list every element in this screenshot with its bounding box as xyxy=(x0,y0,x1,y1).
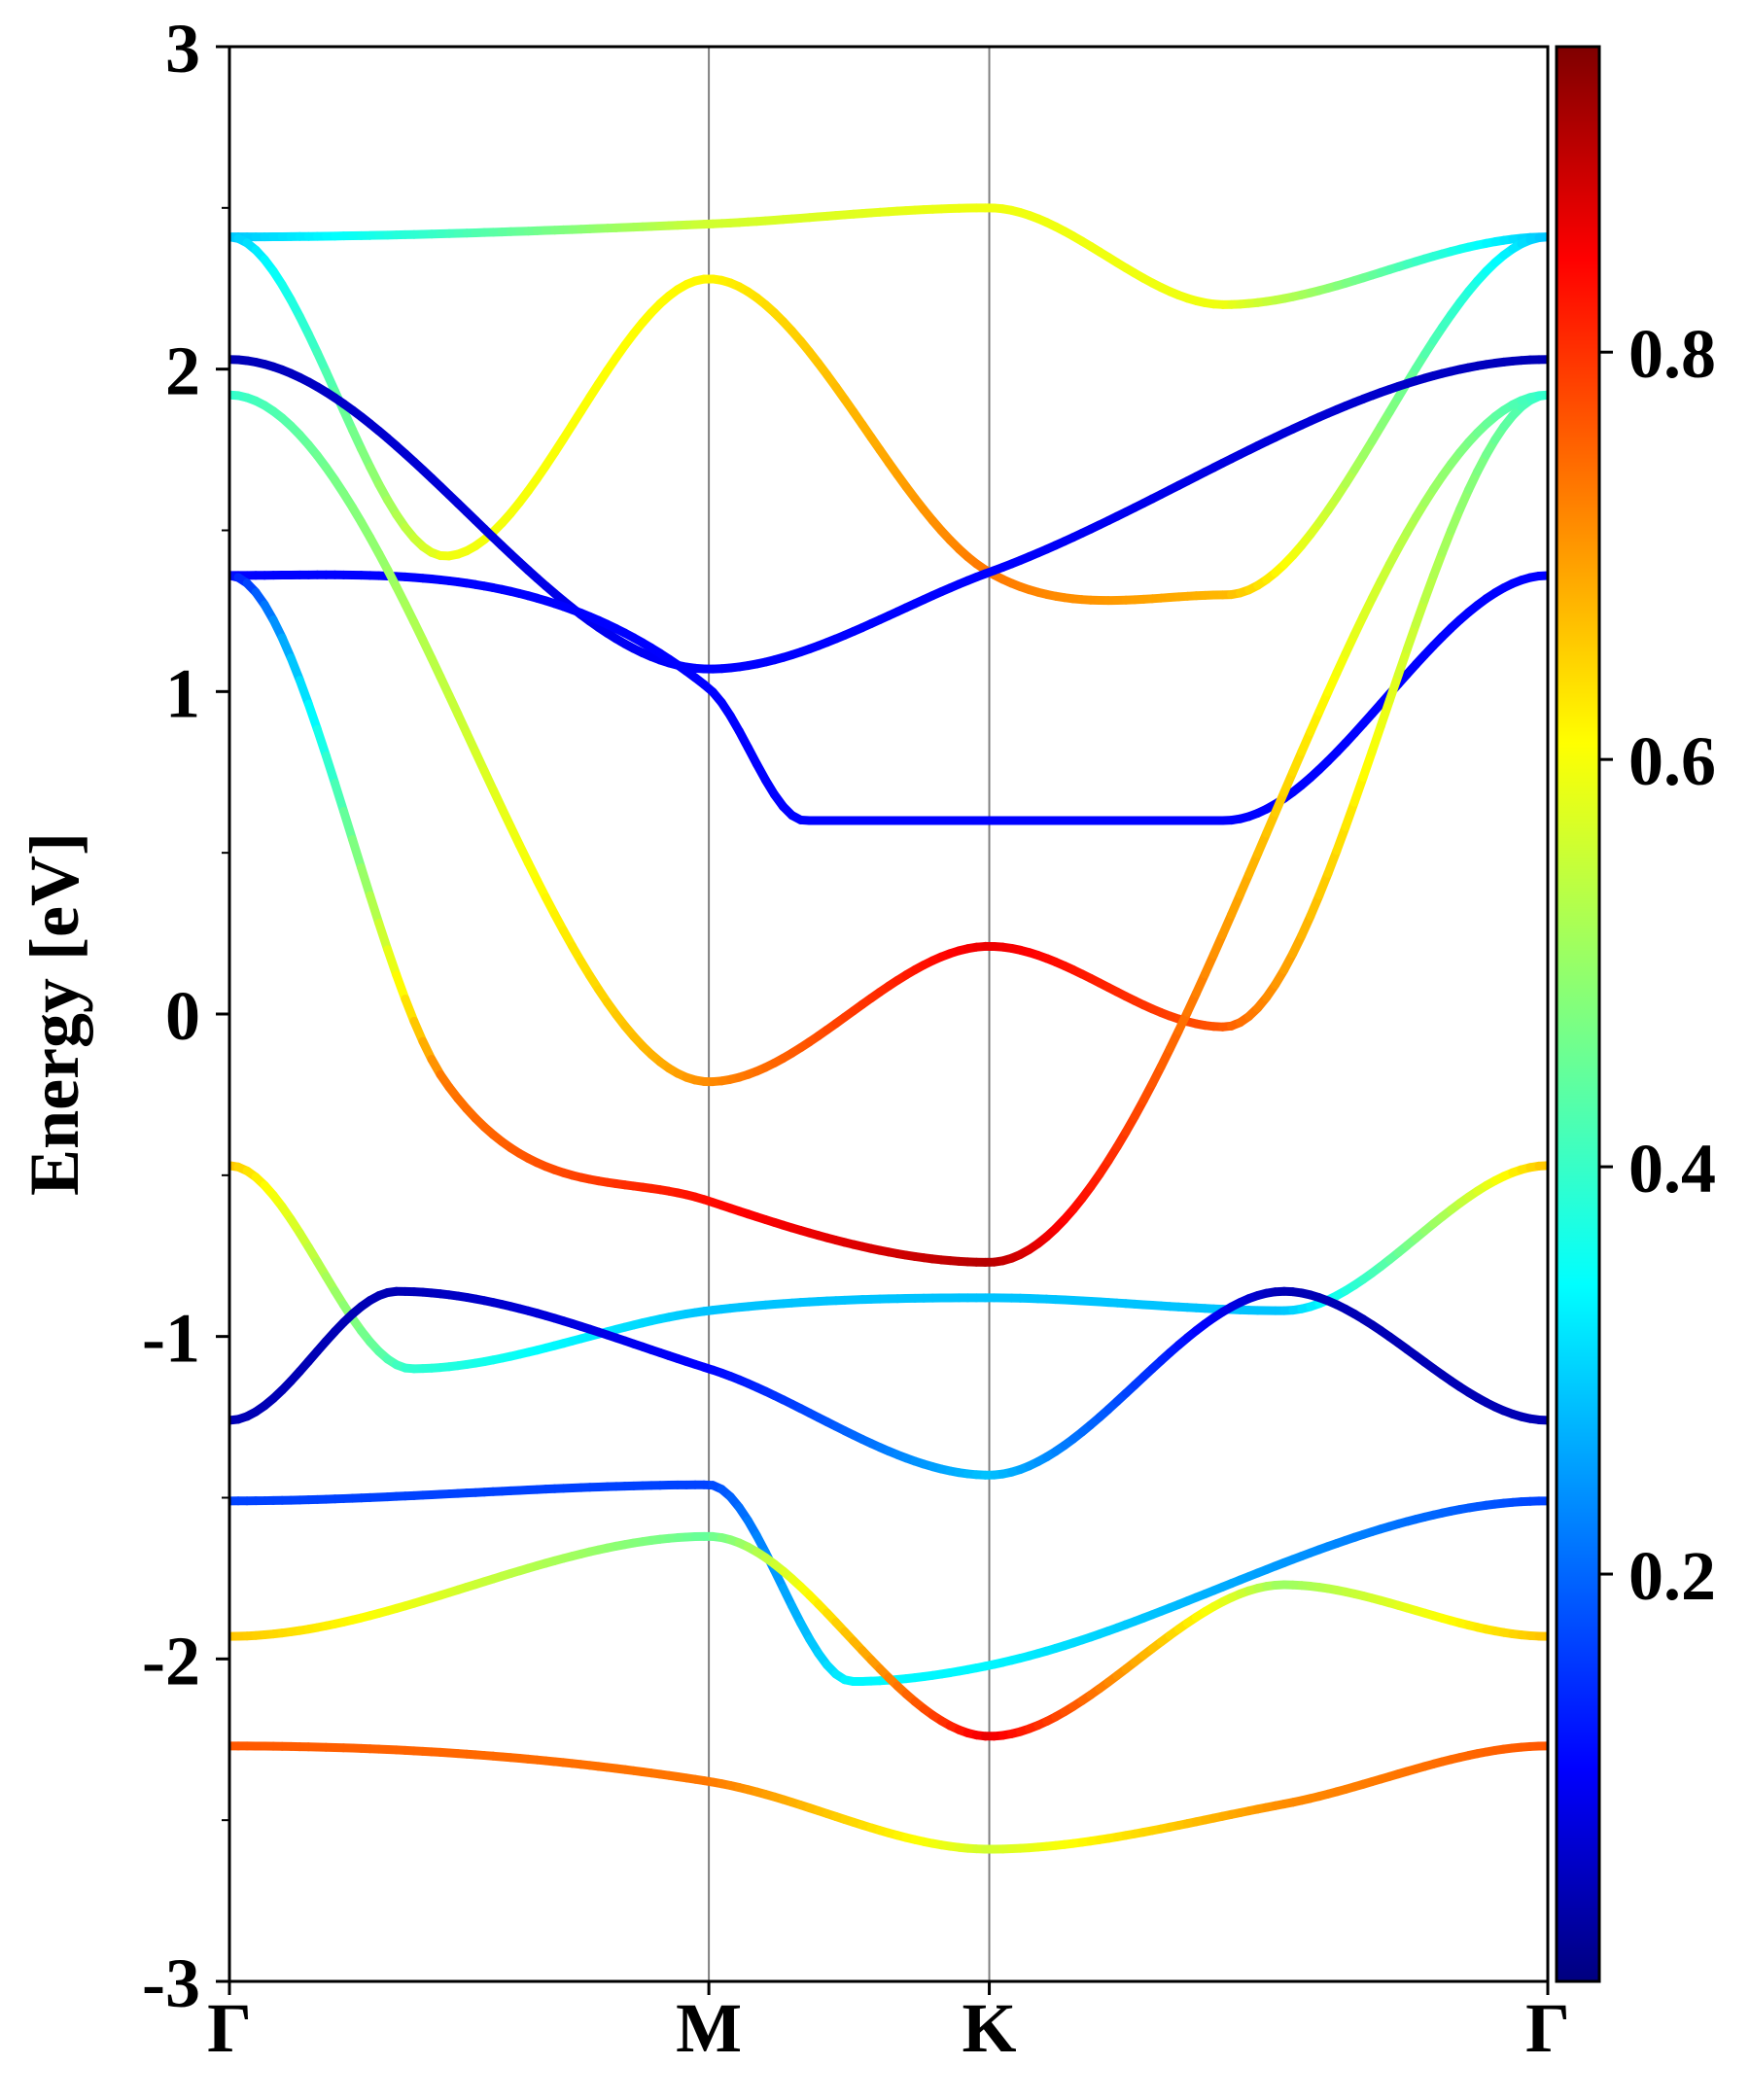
band-3 xyxy=(229,355,1548,674)
band-6-segment xyxy=(312,724,331,761)
band-5 xyxy=(229,390,1548,1087)
x-tick-label: M xyxy=(676,1989,742,2067)
colorbar-tick-label: 0.2 xyxy=(1628,1537,1716,1615)
band-4-segment xyxy=(1534,571,1548,580)
y-tick-label: -1 xyxy=(142,1300,200,1378)
band-5-segment xyxy=(1402,619,1420,654)
band-6-segment xyxy=(348,834,367,873)
band-6-segment xyxy=(339,806,358,844)
y-tick-label: -2 xyxy=(142,1622,200,1699)
band-1 xyxy=(229,203,1548,309)
band-lines xyxy=(229,203,1548,1854)
band-7 xyxy=(229,1161,1548,1374)
y-tick-label: 0 xyxy=(165,977,200,1055)
band-5-segment xyxy=(1393,645,1412,680)
x-tick-label: Γ xyxy=(1525,1989,1570,2067)
band-6-segment xyxy=(366,891,384,928)
band-5-segment xyxy=(1376,695,1394,731)
plot-frame xyxy=(228,45,1550,1983)
band-6-segment xyxy=(374,918,393,955)
x-tick-label: K xyxy=(962,1989,1017,2067)
band-10 xyxy=(229,1531,1548,1741)
band-6 xyxy=(229,390,1548,1267)
band-6-segment xyxy=(330,779,349,816)
y-tick-label: -3 xyxy=(142,1944,200,2022)
band-5-segment xyxy=(1349,772,1368,807)
band-2 xyxy=(229,232,1548,606)
colorbar-tick-label: 0.8 xyxy=(1628,315,1716,393)
colorbar-ticks: 0.2 0.4 0.6 0.8 xyxy=(1599,315,1716,1615)
band-6-segment xyxy=(303,699,322,734)
colorbar xyxy=(1555,45,1601,1983)
y-axis-title: Energy [eV] xyxy=(16,832,93,1196)
high-symmetry-lines xyxy=(708,47,991,1981)
x-tick-label: Γ xyxy=(207,1989,252,2067)
band-6-segment xyxy=(1534,390,1548,401)
band-5-segment xyxy=(1358,747,1377,782)
band-9 xyxy=(229,1480,1548,1687)
colorbar-tick-label: 0.6 xyxy=(1628,722,1716,800)
band-6-segment xyxy=(321,752,339,788)
y-tick-label: 3 xyxy=(165,10,200,88)
colorbar-tick-label: 0.4 xyxy=(1628,1130,1716,1208)
y-tick-label: 2 xyxy=(165,332,200,410)
band-2-segment xyxy=(1534,232,1548,242)
band-5-segment xyxy=(1367,721,1385,756)
band-6-segment xyxy=(383,945,402,980)
y-tick-label: 1 xyxy=(165,654,200,732)
band-11 xyxy=(229,1741,1548,1854)
band-5-segment xyxy=(1384,670,1403,705)
band-8 xyxy=(229,1286,1548,1480)
band-6-segment xyxy=(357,863,375,900)
